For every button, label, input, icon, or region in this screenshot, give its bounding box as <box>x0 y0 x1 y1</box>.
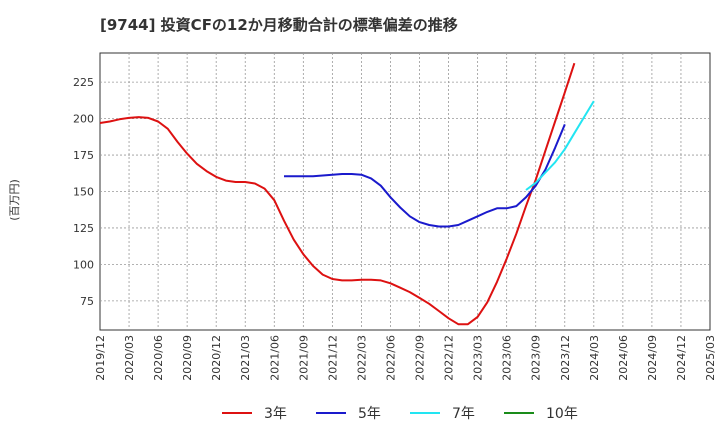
x-tick-label: 2019/12 <box>94 335 107 381</box>
x-tick-label: 2024/12 <box>675 335 688 381</box>
y-tick-label: 100 <box>73 258 94 271</box>
x-tick-label: 2024/09 <box>646 335 659 381</box>
chart-title: [9744] 投資CFの12か月移動合計の標準偏差の推移 <box>100 16 458 34</box>
x-tick-label: 2023/06 <box>501 335 514 381</box>
x-tick-label: 2022/03 <box>355 335 368 381</box>
x-tick-label: 2021/12 <box>326 335 339 381</box>
x-tick-label: 2023/03 <box>472 335 485 381</box>
x-tick-label: 2022/06 <box>384 335 397 381</box>
y-tick-label: 125 <box>73 222 94 235</box>
series-line <box>284 124 566 228</box>
legend-label: 10年 <box>546 406 578 422</box>
legend-label: 7年 <box>452 406 475 422</box>
x-tick-label: 2020/06 <box>152 335 165 381</box>
x-tick-label: 2025/03 <box>704 335 717 381</box>
x-tick-label: 2020/12 <box>210 335 223 381</box>
x-tick-label: 2023/12 <box>559 335 572 381</box>
x-tick-label: 2022/09 <box>414 335 427 381</box>
x-tick-label: 2023/09 <box>530 335 543 381</box>
series-line <box>525 100 595 191</box>
y-tick-label: 150 <box>73 186 94 199</box>
x-tick-label: 2020/09 <box>181 335 194 381</box>
x-tick-label: 2021/06 <box>268 335 281 381</box>
y-tick-label: 75 <box>80 295 94 308</box>
x-tick-label: 2021/09 <box>297 335 310 381</box>
x-tick-label: 2024/03 <box>588 335 601 381</box>
legend-label: 3年 <box>264 406 287 422</box>
y-tick-label: 175 <box>73 149 94 162</box>
x-tick-label: 2020/03 <box>123 335 136 381</box>
plot-area: 2019/12 2020/03 2020/06 2020/09 2020/12 2021/… <box>73 52 717 381</box>
x-tick-label: 2024/06 <box>617 335 630 381</box>
y-tick-label: 225 <box>73 76 94 89</box>
y-tick-label: 200 <box>73 113 94 126</box>
y-axis-label: (百万円) <box>8 179 21 221</box>
x-tick-label: 2022/12 <box>443 335 456 381</box>
x-tick-label: 2021/03 <box>239 335 252 381</box>
legend: 3年 5年 7年 10年 <box>222 406 578 422</box>
legend-label: 5年 <box>358 406 381 422</box>
series-line <box>99 62 576 326</box>
